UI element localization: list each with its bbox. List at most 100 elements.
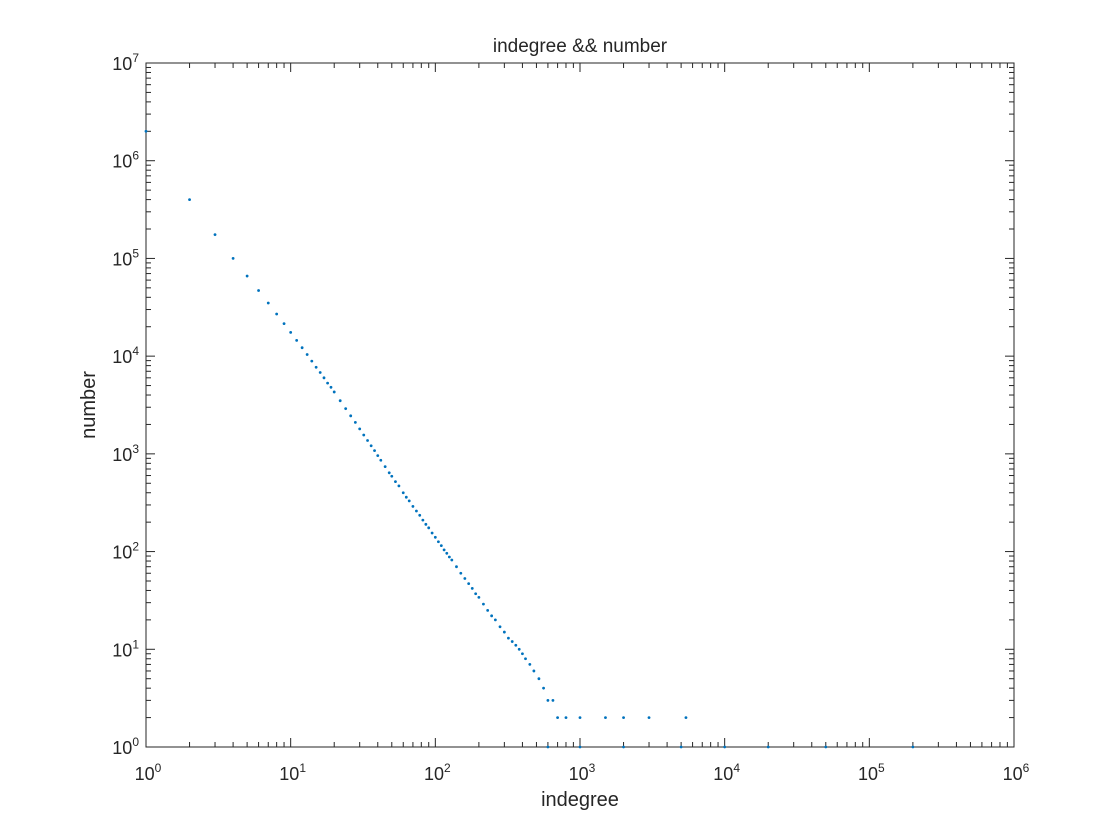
data-point xyxy=(295,338,299,342)
data-point xyxy=(418,513,422,517)
data-point xyxy=(326,381,329,385)
data-point xyxy=(411,504,415,508)
data-point xyxy=(647,716,651,719)
y-tick-label: 106 xyxy=(112,149,139,172)
data-point xyxy=(482,602,485,606)
data-point xyxy=(275,312,279,316)
data-point xyxy=(397,484,401,488)
data-point xyxy=(322,376,326,380)
data-point xyxy=(556,716,559,719)
data-point xyxy=(433,535,437,539)
data-point xyxy=(486,609,490,612)
data-point xyxy=(373,449,376,452)
data-point xyxy=(467,582,471,586)
data-point xyxy=(546,745,550,749)
data-point xyxy=(824,745,828,749)
chart-title: indegree && number xyxy=(493,36,668,57)
data-point xyxy=(387,471,391,475)
y-tick-label: 101 xyxy=(112,637,139,660)
y-axis-label: number xyxy=(78,371,100,439)
data-points xyxy=(144,129,915,749)
data-point xyxy=(911,745,915,749)
data-point xyxy=(300,346,304,350)
data-point xyxy=(622,745,625,749)
data-point xyxy=(477,595,481,599)
data-point xyxy=(362,433,366,437)
data-point xyxy=(358,427,362,431)
data-point xyxy=(510,640,514,643)
data-point xyxy=(338,399,342,403)
data-point xyxy=(305,353,309,356)
data-point xyxy=(474,592,478,596)
data-point xyxy=(407,499,411,503)
data-point xyxy=(282,322,286,326)
data-point xyxy=(622,716,625,719)
data-point xyxy=(537,677,541,681)
data-point xyxy=(310,359,314,363)
data-point xyxy=(349,414,353,418)
data-point xyxy=(427,526,431,530)
data-point xyxy=(502,630,506,634)
data-point xyxy=(551,698,555,702)
x-tick-label: 106 xyxy=(1003,761,1030,784)
data-point xyxy=(542,686,545,690)
data-point xyxy=(507,636,510,640)
data-point xyxy=(723,745,727,749)
data-point xyxy=(266,301,270,305)
y-tick-label: 102 xyxy=(112,540,139,563)
data-point xyxy=(329,385,333,389)
data-point xyxy=(450,558,454,562)
data-point xyxy=(679,745,683,749)
axis-ticks xyxy=(145,62,1015,748)
x-tick-label: 104 xyxy=(713,761,740,784)
x-tick-label: 103 xyxy=(569,761,596,784)
data-point xyxy=(604,716,607,719)
data-point xyxy=(289,330,293,334)
data-point xyxy=(490,614,494,618)
data-point xyxy=(470,586,474,590)
x-tick-label: 102 xyxy=(424,761,451,784)
y-tick-label: 104 xyxy=(112,344,139,367)
data-point xyxy=(245,274,249,278)
data-point xyxy=(463,577,467,580)
data-point xyxy=(437,540,440,544)
plot-area xyxy=(145,62,1015,748)
data-point xyxy=(213,233,217,237)
data-point xyxy=(455,565,458,569)
data-point xyxy=(383,465,387,469)
data-point xyxy=(401,491,405,495)
data-point xyxy=(493,618,497,622)
data-point xyxy=(314,365,318,369)
data-point xyxy=(439,544,443,548)
data-point xyxy=(514,643,518,647)
y-tick-label: 103 xyxy=(112,442,139,465)
data-point xyxy=(564,716,568,719)
tick-labels: 100 101 102 103 104 105 106 100 101 102 103 104 105 1… xyxy=(112,51,1029,784)
data-point xyxy=(369,444,373,448)
data-point xyxy=(366,439,369,442)
y-tick-label: 100 xyxy=(112,735,139,758)
data-point xyxy=(257,289,260,292)
data-point xyxy=(459,571,463,575)
data-point xyxy=(521,652,524,656)
data-point xyxy=(578,745,582,749)
data-point xyxy=(353,420,357,424)
x-tick-label: 100 xyxy=(135,761,162,784)
data-point xyxy=(766,745,770,749)
data-point xyxy=(415,509,418,513)
data-point xyxy=(188,198,191,202)
y-tick-label: 105 xyxy=(112,246,139,269)
data-point xyxy=(445,551,449,555)
data-point xyxy=(528,663,532,666)
data-point xyxy=(517,647,521,651)
data-point xyxy=(532,669,536,673)
data-point xyxy=(379,458,383,462)
data-point xyxy=(684,716,688,719)
data-point xyxy=(332,390,336,394)
data-point xyxy=(318,371,322,374)
data-point xyxy=(231,257,235,260)
x-tick-label: 105 xyxy=(858,761,885,784)
data-point xyxy=(404,495,408,499)
y-tick-label: 107 xyxy=(112,51,139,74)
